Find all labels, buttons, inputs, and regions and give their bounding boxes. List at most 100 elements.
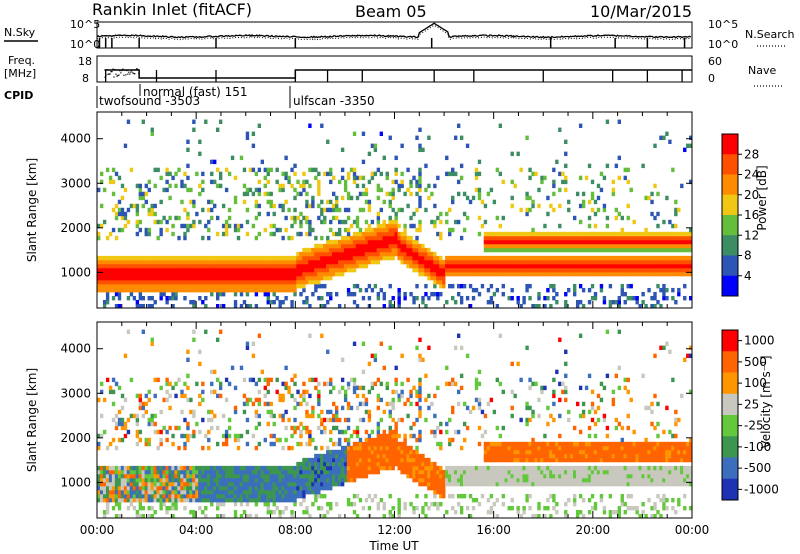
power-cell bbox=[489, 271, 494, 277]
power-cell bbox=[445, 211, 449, 217]
velocity-cell bbox=[293, 381, 297, 387]
velocity-cell bbox=[317, 485, 321, 491]
power-cell bbox=[284, 215, 288, 221]
velocity-cell bbox=[433, 413, 437, 419]
power-cell bbox=[468, 263, 473, 269]
velocity-cell bbox=[204, 489, 208, 495]
power-cell bbox=[186, 139, 190, 145]
power-cell bbox=[349, 167, 354, 173]
power-cell bbox=[382, 243, 386, 249]
power-cell bbox=[471, 195, 476, 201]
velocity-cell bbox=[251, 469, 256, 475]
velocity-cell bbox=[448, 493, 452, 499]
velocity-cell bbox=[269, 477, 273, 483]
power-cell bbox=[335, 207, 339, 213]
power-cell bbox=[305, 203, 309, 209]
power-cell bbox=[343, 235, 348, 241]
power-cell bbox=[352, 231, 357, 237]
power-cell bbox=[144, 263, 148, 269]
power-cell bbox=[287, 267, 291, 273]
power-cell bbox=[552, 263, 556, 269]
power-cell bbox=[412, 255, 416, 261]
velocity-cell bbox=[233, 481, 238, 487]
velocity-cell bbox=[305, 469, 309, 475]
power-cell bbox=[171, 275, 175, 281]
velocity-cell bbox=[332, 417, 336, 423]
velocity-cell bbox=[278, 477, 282, 483]
power-cell bbox=[626, 267, 630, 273]
power-cell bbox=[575, 267, 580, 273]
velocity-cell bbox=[370, 437, 375, 443]
power-cell bbox=[546, 211, 550, 217]
velocity-cell bbox=[204, 513, 208, 519]
power-cell bbox=[352, 235, 357, 241]
power-cell bbox=[492, 263, 497, 269]
power-cell bbox=[216, 287, 220, 293]
velocity-cell bbox=[123, 465, 128, 471]
nave-dot bbox=[625, 69, 627, 71]
velocity-cell bbox=[233, 465, 238, 471]
velocity-cell bbox=[105, 489, 110, 495]
power-cell bbox=[332, 263, 336, 269]
power-cell bbox=[120, 271, 125, 277]
power-cell bbox=[132, 271, 137, 277]
power-cell bbox=[659, 243, 663, 249]
power-cell bbox=[192, 219, 196, 225]
velocity-cell bbox=[439, 477, 443, 483]
power-cell bbox=[439, 219, 443, 225]
velocity-cell bbox=[415, 453, 419, 459]
velocity-cell bbox=[355, 449, 360, 455]
power-cell bbox=[311, 227, 315, 233]
power-cell bbox=[278, 287, 282, 293]
power-cell bbox=[546, 235, 550, 241]
power-cell bbox=[165, 279, 169, 285]
power-cell bbox=[326, 247, 330, 253]
power-cell bbox=[308, 247, 312, 253]
power-cell bbox=[123, 143, 128, 149]
nave-dot bbox=[123, 74, 125, 76]
power-cell bbox=[650, 271, 654, 277]
velocity-cell bbox=[260, 481, 264, 487]
velocity-cell bbox=[242, 473, 247, 479]
power-cell bbox=[581, 255, 586, 261]
velocity-cell bbox=[114, 425, 119, 431]
power-cell bbox=[210, 279, 214, 285]
power-cell bbox=[97, 271, 101, 277]
power-cell bbox=[147, 227, 151, 233]
velocity-cell bbox=[150, 417, 154, 423]
power-cell bbox=[135, 275, 140, 281]
velocity-cell bbox=[346, 449, 351, 455]
velocity-cell bbox=[281, 381, 285, 387]
power-cell bbox=[659, 247, 663, 253]
power-cell bbox=[120, 287, 125, 293]
power-cell bbox=[418, 147, 422, 153]
velocity-cell bbox=[415, 465, 419, 471]
power-cell bbox=[138, 187, 143, 193]
power-cell bbox=[671, 243, 675, 249]
power-cell bbox=[564, 175, 568, 181]
power-cell bbox=[287, 263, 291, 269]
power-cell bbox=[224, 255, 229, 261]
nave-dot bbox=[464, 69, 466, 71]
velocity-cell bbox=[332, 401, 336, 407]
power-cell bbox=[320, 211, 324, 217]
velocity-cell bbox=[427, 345, 431, 351]
power-cell bbox=[227, 267, 232, 273]
velocity-cell bbox=[364, 445, 369, 451]
power-cell bbox=[201, 187, 205, 193]
power-cell bbox=[296, 283, 300, 289]
velocity-cell bbox=[329, 501, 333, 507]
power-cell bbox=[195, 283, 199, 289]
velocity-cell bbox=[135, 473, 140, 479]
velocity-cell bbox=[153, 485, 157, 491]
power-cell bbox=[281, 255, 285, 261]
velocity-cell bbox=[326, 449, 330, 455]
power-cell bbox=[549, 203, 553, 209]
power-cell bbox=[388, 235, 392, 241]
power-cell bbox=[546, 195, 550, 201]
power-cell bbox=[376, 211, 381, 217]
velocity-cell bbox=[305, 473, 309, 479]
power-cell bbox=[590, 179, 595, 185]
velocity-cell bbox=[459, 481, 464, 487]
power-cell bbox=[590, 263, 595, 269]
